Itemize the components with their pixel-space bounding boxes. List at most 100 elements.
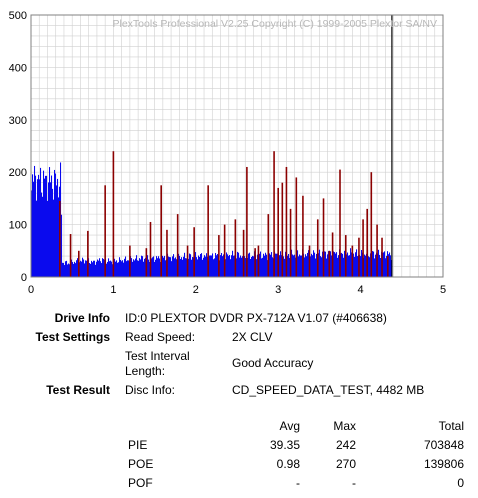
pie-bar [164, 255, 166, 277]
pie-bar [75, 263, 77, 277]
pie-bar [374, 258, 376, 277]
pie-bar [253, 256, 255, 277]
y-tick-label: 500 [9, 10, 27, 22]
row-pie-avg: 39.35 [269, 438, 300, 452]
pie-bar [43, 170, 45, 277]
pie-bar [331, 255, 333, 277]
pie-bar [147, 255, 149, 277]
pie-bar [36, 200, 38, 277]
drive-info-value: ID:0 PLEXTOR DVDR PX-712A V1.07 (#406638… [125, 311, 387, 325]
pie-bar [101, 263, 103, 277]
pie-bar [262, 257, 264, 277]
x-tick-label: 3 [275, 284, 281, 296]
pie-bar [245, 258, 247, 277]
pie-bar [201, 253, 203, 277]
pie-bar [203, 257, 205, 277]
col-header-max: Max [333, 419, 356, 433]
col-header-total: Total [438, 419, 464, 433]
pie-bar [310, 256, 312, 277]
pie-bar [375, 254, 377, 277]
x-tick-label: 4 [358, 284, 364, 296]
pie-bar [355, 252, 357, 277]
pie-bar [72, 262, 74, 277]
pie-bar [65, 261, 67, 277]
pie-bar [48, 182, 50, 277]
pie-bar [211, 255, 213, 277]
pie-bar [196, 257, 198, 277]
read-speed-value: 2X CLV [232, 330, 273, 344]
pie-bar [283, 256, 285, 277]
pie-bar [162, 255, 164, 277]
row-poe-avg: 0.98 [276, 457, 300, 471]
pie-bar [68, 263, 70, 277]
pie-bar [94, 260, 96, 277]
pie-bar [33, 181, 35, 277]
pie-bar [168, 256, 170, 277]
pie-bar [280, 251, 282, 277]
pie-bar [291, 249, 293, 277]
pie-bar [198, 255, 200, 277]
pie-bar [159, 258, 161, 277]
pie-bar [315, 258, 317, 277]
pie-bar [241, 257, 243, 277]
pie-bar [118, 262, 120, 277]
pie-bar [111, 261, 113, 277]
pie-bar [83, 259, 85, 277]
pie-bar [250, 259, 252, 277]
pie-bar [189, 253, 191, 277]
pie-bar [259, 253, 261, 277]
pie-bar [44, 178, 46, 277]
pie-bar [353, 253, 355, 277]
pie-bar [181, 257, 183, 277]
pie-bar [325, 251, 327, 277]
pie-bar [384, 251, 386, 277]
chart-watermark: PlexTools Professional V2.25 Copyright (… [113, 18, 438, 30]
pie-bar [199, 256, 201, 277]
pie-bar [222, 256, 224, 277]
pie-bar [93, 260, 95, 277]
pie-bar [95, 264, 97, 277]
pie-bar [55, 173, 57, 277]
pie-bar [170, 257, 172, 277]
pie-bar [369, 257, 371, 277]
pie-bar [50, 182, 52, 277]
pie-bar [248, 253, 250, 277]
pie-bar [34, 165, 36, 277]
pie-bar [299, 254, 301, 277]
pie-bar [217, 254, 219, 277]
pie-bar [210, 255, 212, 277]
pie-bar [61, 214, 63, 277]
pie-bar [295, 257, 297, 277]
pie-bar [284, 258, 286, 277]
pie-bar [96, 261, 98, 277]
pie-bar [380, 257, 382, 277]
pie-bar [127, 260, 129, 277]
pie-bar [301, 255, 303, 277]
pie-bar [205, 256, 207, 277]
pie-bar [330, 251, 332, 277]
pie-bar [125, 256, 127, 277]
pie-bar [261, 258, 263, 277]
pie-bar [151, 258, 153, 277]
pie-bar [221, 252, 223, 277]
pie-bar [115, 261, 117, 277]
pie-bar [321, 257, 323, 277]
pie-bar [62, 262, 64, 277]
test-interval-value: Good Accuracy [232, 356, 314, 370]
pie-bar [175, 257, 177, 277]
pie-bar [90, 263, 92, 277]
pie-bar [238, 252, 240, 277]
pie-bar [178, 253, 180, 277]
x-tick-label: 0 [28, 284, 34, 296]
pie-bar [327, 254, 329, 277]
pie-bar [73, 263, 75, 277]
test-interval-label-2: Length: [125, 364, 166, 378]
pie-bar [297, 250, 299, 277]
pie-bar [128, 260, 130, 277]
pie-bar [76, 260, 78, 277]
pie-bar [389, 252, 391, 277]
pie-bar [228, 256, 230, 277]
pie-bar [264, 255, 266, 277]
pie-bar [322, 251, 324, 277]
drive-info-label: Drive Info [54, 311, 110, 325]
